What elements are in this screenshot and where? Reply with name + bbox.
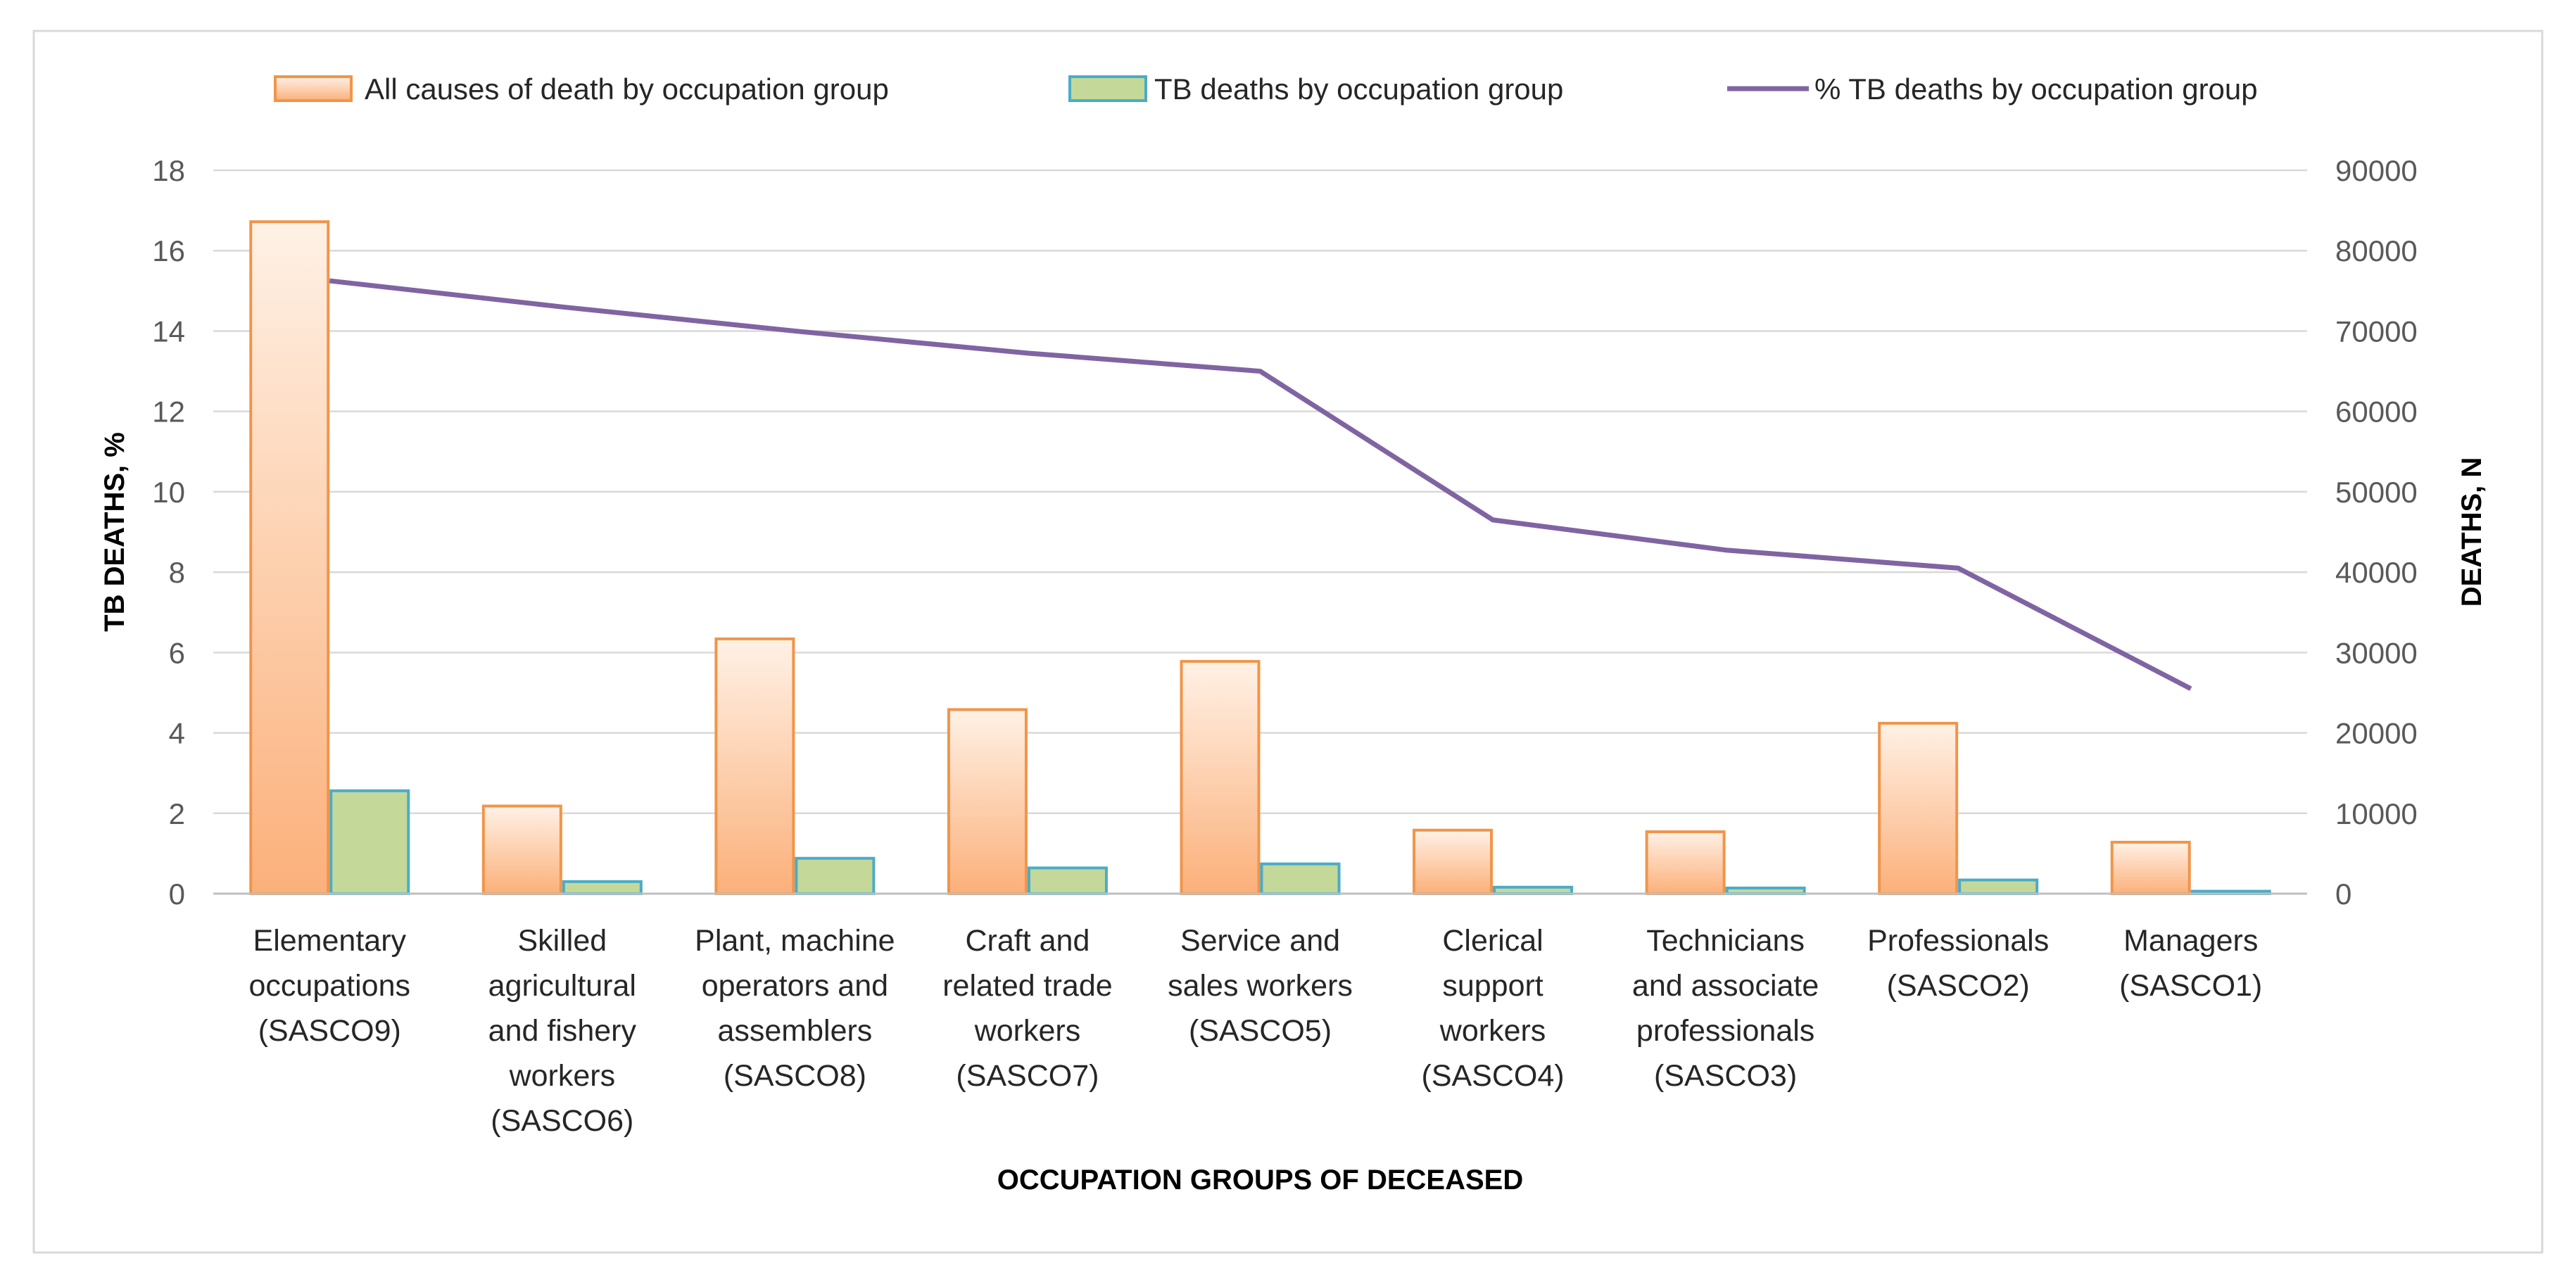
x-category-label-line: Elementary xyxy=(253,924,407,958)
bar-all-causes xyxy=(251,222,328,894)
x-category-label-line: Service and xyxy=(1180,924,1340,958)
y-right-tick-label: 60000 xyxy=(2335,395,2418,429)
x-category-label-line: and associate xyxy=(1632,969,1819,1003)
x-category-label-line: workers xyxy=(509,1059,616,1093)
bar-all-causes xyxy=(2112,842,2190,894)
x-category-label: Elementary occupations (SASCO9) xyxy=(249,924,411,1048)
y-left-tick-label: 4 xyxy=(169,717,185,750)
y-right-tick-label: 20000 xyxy=(2335,717,2418,750)
y-left-tick-label: 2 xyxy=(169,797,185,830)
y-left-tick-label: 0 xyxy=(169,877,185,911)
legend-label-pct-tb: % TB deaths by occupation group xyxy=(1814,72,2258,106)
y-left-tick-label: 12 xyxy=(152,395,185,429)
x-category-label-line: and fishery xyxy=(488,1014,637,1048)
y-left-tick-label: 6 xyxy=(169,636,185,669)
bar-tb-deaths xyxy=(1959,880,2037,894)
x-category-label-line: workers xyxy=(974,1014,1081,1048)
bar-all-causes xyxy=(1182,661,1259,894)
y-left-tick-label: 18 xyxy=(152,154,185,187)
x-category-label-line: occupations xyxy=(249,969,411,1003)
x-category-label-line: (SASCO9) xyxy=(258,1014,401,1048)
bar-all-causes xyxy=(1414,830,1491,894)
x-category-label-line: Craft and xyxy=(966,924,1090,958)
x-category-label-line: agricultural xyxy=(488,969,636,1003)
x-category-label-line: Plant, machine xyxy=(695,924,895,958)
y-left-tick-label: 14 xyxy=(152,315,185,348)
y-left-axis-title: TB DEATHS, % xyxy=(99,432,130,632)
x-category-label-line: (SASCO2) xyxy=(1887,969,2030,1003)
bar-all-causes xyxy=(484,806,561,894)
x-category-label: Service and sales workers (SASCO5) xyxy=(1168,924,1353,1048)
x-category-label-line: (SASCO5) xyxy=(1189,1014,1332,1048)
x-category-label-line: workers xyxy=(1439,1014,1546,1048)
x-category-label-line: (SASCO8) xyxy=(724,1059,866,1093)
x-category-label-line: operators and xyxy=(702,969,888,1003)
bar-all-causes xyxy=(949,709,1026,894)
y-left-tick-label: 8 xyxy=(169,556,185,589)
legend-swatch-all-causes xyxy=(275,77,351,101)
bar-tb-deaths xyxy=(796,858,873,894)
legend-swatch-tb-deaths xyxy=(1070,77,1146,101)
y-right-tick-label: 90000 xyxy=(2335,154,2418,187)
x-category-label-line: Skilled xyxy=(517,924,607,958)
x-category-label-line: Managers xyxy=(2123,924,2258,958)
chart-frame xyxy=(34,31,2542,1253)
y-right-tick-label: 70000 xyxy=(2335,315,2418,348)
x-category-label-line: Technicians xyxy=(1646,924,1805,958)
y-right-axis-title: DEATHS, N xyxy=(2456,457,2487,607)
bar-all-causes xyxy=(1879,723,1957,894)
x-category-label-line: (SASCO4) xyxy=(1422,1059,1565,1093)
y-left-tick-label: 16 xyxy=(152,234,185,267)
bar-all-causes xyxy=(716,639,793,894)
y-right-tick-label: 80000 xyxy=(2335,234,2418,267)
x-category-label-line: professionals xyxy=(1636,1014,1814,1048)
x-category-label-line: sales workers xyxy=(1168,969,1353,1003)
y-left-tick-label: 10 xyxy=(152,476,185,509)
x-category-label-line: related trade xyxy=(942,969,1112,1003)
bar-tb-deaths xyxy=(1262,864,1339,894)
y-right-tick-label: 10000 xyxy=(2335,797,2418,830)
legend-label-tb-deaths: TB deaths by occupation group xyxy=(1154,72,1563,106)
x-category-label-line: support xyxy=(1442,969,1543,1003)
x-category-label-line: assemblers xyxy=(717,1014,872,1048)
x-category-label-line: Clerical xyxy=(1442,924,1543,958)
x-category-label-line: (SASCO1) xyxy=(2119,969,2262,1003)
legend: All causes of death by occupation group T… xyxy=(275,72,2258,106)
bar-tb-deaths xyxy=(1029,868,1106,894)
y-right-tick-label: 30000 xyxy=(2335,636,2418,669)
y-right-tick-label: 0 xyxy=(2335,877,2351,911)
x-category-label-line: (SASCO7) xyxy=(956,1059,1099,1093)
y-right-tick-label: 40000 xyxy=(2335,556,2418,589)
x-category-label-line: (SASCO6) xyxy=(491,1104,633,1138)
x-axis-title: OCCUPATION GROUPS OF DECEASED xyxy=(997,1165,1523,1196)
legend-label-all-causes: All causes of death by occupation group xyxy=(365,72,889,106)
bar-tb-deaths xyxy=(331,791,408,894)
y-right-tick-label: 50000 xyxy=(2335,476,2418,509)
bar-all-causes xyxy=(1647,832,1724,894)
x-category-label-line: (SASCO3) xyxy=(1654,1059,1797,1093)
x-category-label-line: Professionals xyxy=(1867,924,2049,958)
bar-tb-deaths xyxy=(564,882,641,894)
